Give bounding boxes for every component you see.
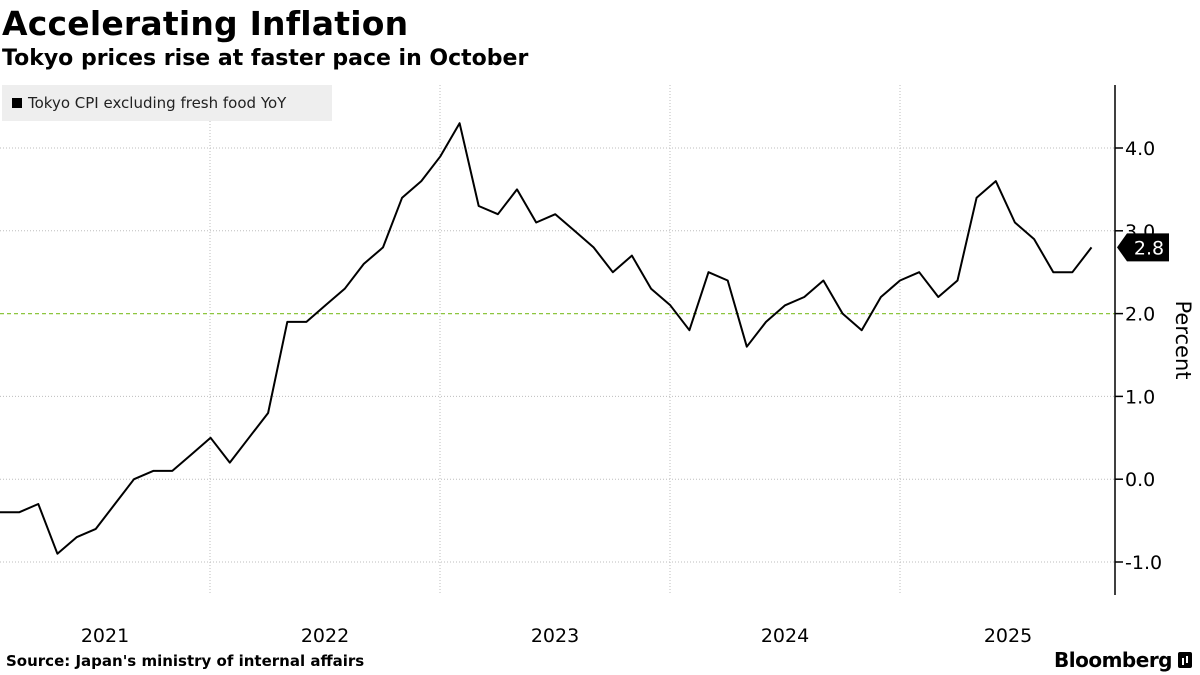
y-tick-label: 4.0 xyxy=(1125,138,1155,160)
legend-swatch xyxy=(12,98,22,108)
source-note: Source: Japan's ministry of internal aff… xyxy=(6,652,365,670)
x-tick-label: 2025 xyxy=(984,625,1032,647)
bloomberg-icon xyxy=(1178,652,1192,668)
brand-logo: Bloomberg xyxy=(1054,648,1192,672)
series-line xyxy=(0,122,1093,555)
legend: Tokyo CPI excluding fresh food YoY xyxy=(2,85,332,121)
last-value-label: 2.8 xyxy=(1134,237,1164,259)
x-tick-label: 2021 xyxy=(81,625,129,647)
chart-subtitle: Tokyo prices rise at faster pace in Octo… xyxy=(2,46,529,71)
y-tick-label: -1.0 xyxy=(1125,552,1162,574)
x-tick-label: 2024 xyxy=(761,625,809,647)
last-value-badge xyxy=(1117,233,1169,262)
series-layer xyxy=(0,122,1093,555)
grid-layer xyxy=(0,85,1115,595)
y-axis: -1.00.01.02.03.04.02.8 xyxy=(1114,85,1169,595)
x-tick-label: 2022 xyxy=(301,625,349,647)
y-tick-label: 2.0 xyxy=(1125,304,1155,326)
y-tick-label: 1.0 xyxy=(1125,386,1155,408)
x-tick-label: 2023 xyxy=(531,625,579,647)
y-axis-label: Percent xyxy=(1171,300,1195,379)
brand-name: Bloomberg xyxy=(1054,648,1172,672)
y-tick-label: 0.0 xyxy=(1125,469,1155,491)
chart-title: Accelerating Inflation xyxy=(2,4,409,43)
legend-label: Tokyo CPI excluding fresh food YoY xyxy=(28,94,287,112)
x-axis: 2021 2022 2023 2024 2025 xyxy=(81,625,1032,647)
